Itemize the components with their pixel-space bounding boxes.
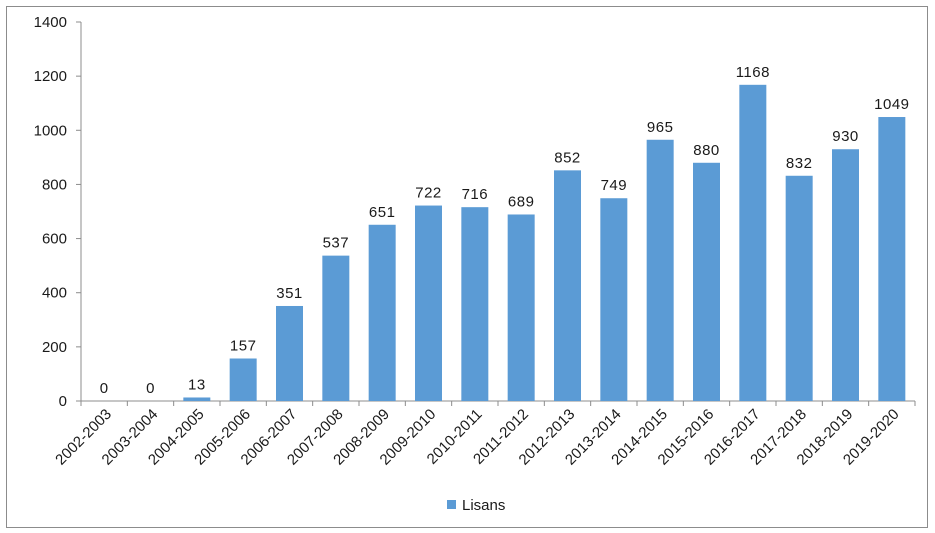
y-tick-label: 400 — [42, 285, 67, 302]
data-label: 1168 — [736, 64, 770, 81]
y-tick-label: 0 — [59, 393, 67, 410]
bar-2019-2020 — [878, 117, 906, 401]
data-label: 880 — [693, 142, 720, 159]
legend-swatch-lisans — [447, 500, 456, 509]
data-label: 716 — [462, 186, 489, 203]
y-tick-label: 1400 — [34, 14, 67, 31]
y-axis: 0 200 400 600 800 1000 1200 1400 — [34, 14, 82, 410]
legend-label-lisans: Lisans — [462, 497, 505, 514]
data-label: 832 — [786, 155, 813, 172]
bar-2016-2017 — [739, 84, 767, 401]
y-tick-label: 1000 — [34, 122, 67, 139]
bar-2017-2018 — [785, 175, 813, 401]
bar-2014-2015 — [646, 139, 674, 401]
data-label: 852 — [554, 149, 581, 166]
data-label: 157 — [230, 337, 257, 354]
y-tick-label: 1200 — [34, 68, 67, 85]
data-label: 689 — [508, 193, 535, 210]
bars — [183, 84, 906, 401]
bar-2009-2010 — [415, 205, 442, 401]
data-label: 651 — [369, 204, 396, 221]
data-label: 749 — [601, 177, 628, 194]
bar-2008-2009 — [368, 224, 396, 401]
data-label: 351 — [276, 285, 303, 302]
data-label: 965 — [647, 119, 674, 136]
bar-2004-2005 — [183, 397, 211, 401]
bar-2010-2011 — [461, 207, 489, 401]
data-label: 930 — [832, 128, 859, 145]
data-labels: 0 0 13 157 351 537 651 722 716 689 852 749 965 880 116… — [100, 64, 909, 397]
data-label: 0 — [100, 380, 109, 397]
data-label: 0 — [146, 380, 155, 397]
bar-2007-2008 — [322, 255, 350, 401]
y-tick-label: 200 — [42, 339, 67, 356]
data-label: 13 — [188, 376, 206, 393]
legend: Lisans — [447, 497, 505, 514]
bar-2005-2006 — [229, 358, 257, 401]
data-label: 722 — [415, 185, 442, 202]
y-tick-label: 800 — [42, 176, 67, 193]
bar-2006-2007 — [276, 305, 303, 401]
bar-2011-2012 — [507, 214, 535, 401]
bar-2015-2016 — [693, 162, 720, 401]
data-label: 537 — [323, 235, 350, 252]
y-tick-label: 600 — [42, 231, 67, 248]
x-axis: 2002-20032003-20042004-20052005-20062006… — [52, 400, 916, 469]
bar-2018-2019 — [832, 149, 859, 401]
data-label: 1049 — [874, 96, 909, 113]
bar-2012-2013 — [554, 170, 581, 401]
bar-2013-2014 — [600, 198, 628, 401]
